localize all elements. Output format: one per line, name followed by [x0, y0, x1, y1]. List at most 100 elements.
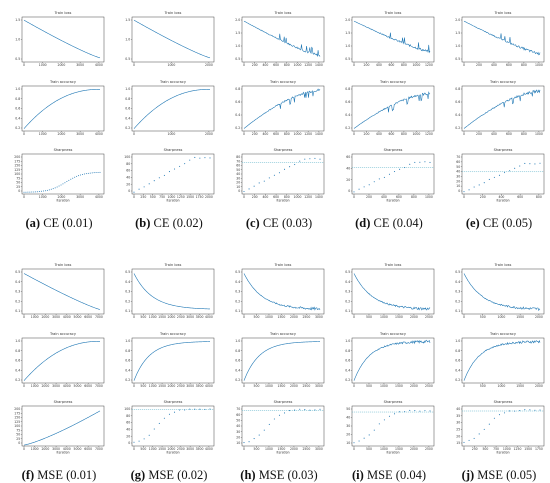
x-tick-label: 800	[521, 63, 527, 67]
y-tick-label: 25	[16, 185, 20, 189]
x-tick-label: 0	[133, 447, 135, 451]
x-tick-label: 0	[243, 63, 245, 67]
series-line	[463, 20, 541, 56]
y-tick-label: 0.8	[15, 97, 20, 101]
y-tick-label: 200	[14, 407, 20, 411]
y-tick-label: 0.4	[455, 368, 460, 372]
subplot-train-accuracy: Train accuracy 0 500 1000 1500 2000 2500 1.0 0.8…	[345, 332, 435, 388]
data-point	[243, 442, 245, 444]
subplot-title: Train loss	[274, 263, 292, 267]
data-point	[138, 188, 140, 190]
data-point	[97, 171, 99, 173]
y-tick-label: 20	[236, 435, 240, 439]
x-tick-label: 800	[284, 63, 290, 67]
x-tick-label: 0	[463, 384, 465, 388]
data-point	[163, 417, 165, 419]
y-tick-label: 60	[126, 421, 130, 425]
y-tick-label: 80	[126, 414, 130, 418]
plot-frame	[131, 405, 215, 447]
data-point	[368, 184, 370, 186]
data-point	[358, 188, 360, 190]
data-point	[289, 410, 291, 412]
y-tick-label: 30	[236, 430, 240, 434]
x-tick-label: 1400	[315, 63, 323, 67]
x-tick-label: 1000	[31, 447, 39, 451]
data-point	[89, 172, 91, 174]
data-point	[163, 174, 165, 176]
plot-frame	[241, 268, 325, 315]
x-tick-label: 250	[472, 447, 478, 451]
data-point	[373, 429, 375, 431]
data-point	[209, 157, 211, 159]
subplot-title: Train accuracy	[379, 332, 407, 336]
data-point	[419, 161, 421, 163]
x-tick-label: 1500	[278, 384, 286, 388]
x-tick-label: 5000	[74, 384, 82, 388]
x-tick-label: 0	[133, 195, 135, 199]
data-point	[473, 186, 475, 188]
y-tick-label: 1.0	[125, 38, 130, 42]
x-tick-label: 1250	[514, 447, 522, 451]
data-point	[493, 176, 495, 178]
data-point	[473, 437, 475, 439]
caption-text: MSE (0.04)	[366, 468, 426, 482]
y-tick-label: 0.2	[125, 126, 130, 130]
series-line	[353, 91, 431, 129]
subplot-title: Train loss	[384, 11, 402, 15]
x-tick-label: 750	[159, 195, 165, 199]
data-point	[54, 187, 56, 189]
data-point	[519, 409, 521, 412]
y-tick-label: 20	[456, 179, 460, 183]
y-tick-label: 20	[126, 434, 130, 438]
x-tick-label: 400	[262, 195, 268, 199]
x-tick-label: 1400	[315, 132, 323, 136]
plot-frame	[241, 153, 325, 195]
y-tick-label: 0.5	[125, 57, 130, 61]
x-tick-label: 1250	[177, 195, 185, 199]
data-point	[76, 175, 78, 177]
data-point	[87, 172, 89, 174]
subplot-train-accuracy: Train accuracy 0 1000 2000 3000 4000 1.0 0.8 0.6…	[15, 80, 105, 136]
data-point	[399, 411, 401, 413]
x-tick-label: 400	[491, 63, 497, 67]
x-tick-label: 2000	[410, 315, 418, 319]
x-tick-label: 6000	[84, 384, 92, 388]
y-tick-label: 10	[346, 441, 350, 445]
y-tick-label: 30	[236, 176, 240, 180]
subplot-title: Sharpness	[274, 148, 293, 152]
x-tick-label: 1000	[168, 195, 176, 199]
data-point	[524, 409, 526, 411]
subplot-train-accuracy: Train accuracy 0 200 400 600 800 1000 0.8 0.6 0.4…	[455, 80, 545, 136]
y-tick-label: 0.2	[455, 299, 460, 303]
x-tick-label: 1000	[294, 195, 302, 199]
series-line	[133, 89, 210, 129]
data-point	[248, 188, 250, 190]
data-point	[509, 170, 511, 172]
subplot-train-accuracy: Train accuracy 0 200 400 600 800 1000 1200 1400 0…	[235, 80, 325, 136]
y-tick-label: 40	[456, 407, 460, 411]
data-point	[478, 184, 480, 186]
x-tick-label: 400	[376, 132, 382, 136]
y-tick-label: 0	[458, 189, 460, 193]
data-point	[33, 191, 35, 193]
y-tick-label: 20	[456, 434, 460, 438]
y-tick-label: 10	[236, 441, 240, 445]
y-tick-label: 0.2	[15, 126, 20, 130]
data-point	[299, 408, 301, 410]
x-tick-label: 600	[506, 132, 512, 136]
data-point	[23, 191, 25, 193]
x-tick-label: 1000	[380, 384, 388, 388]
x-tick-label: 800	[284, 195, 290, 199]
y-tick-label: 0.4	[345, 368, 350, 372]
data-point	[258, 182, 260, 184]
caption-letter: (j)	[461, 468, 475, 482]
data-point	[388, 173, 391, 175]
y-tick-label: 0.6	[455, 100, 460, 104]
data-point	[539, 162, 541, 164]
subplot-train-loss: Train loss 0 500 1000 1500 2000 2500 3000 3500 40…	[125, 263, 215, 319]
subplot-title: Train accuracy	[489, 80, 517, 84]
